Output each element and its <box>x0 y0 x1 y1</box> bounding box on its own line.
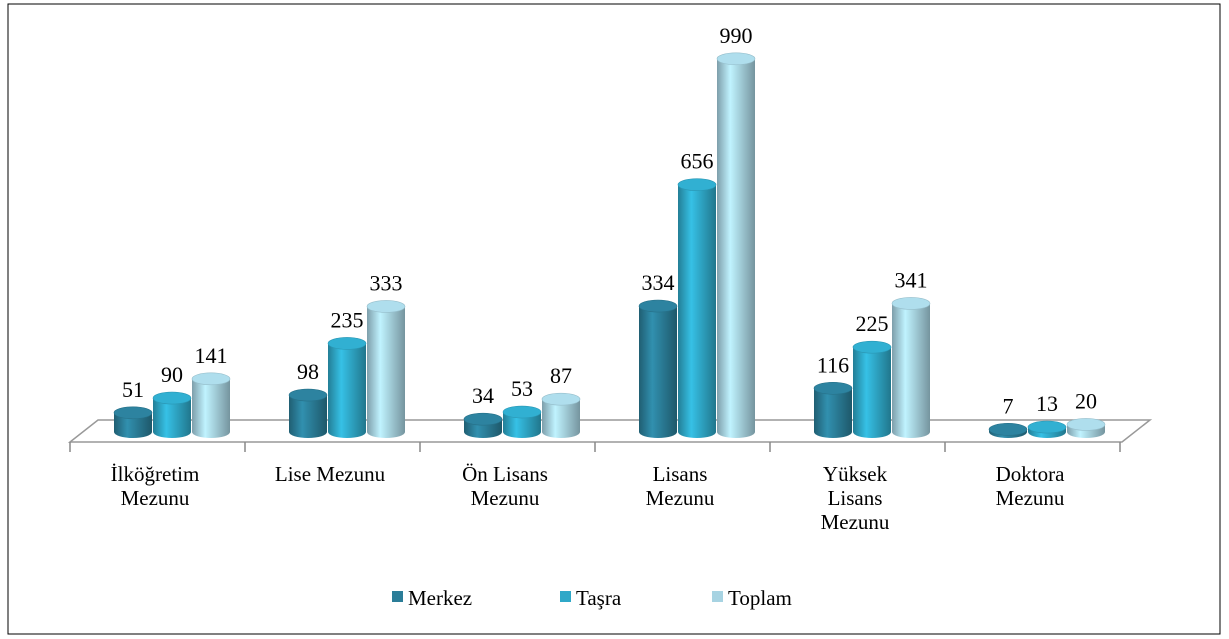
data-label: 333 <box>370 270 403 295</box>
bar-top <box>113 406 153 420</box>
bar-top <box>813 381 853 395</box>
x-tick-label: Yüksek Lisans Mezunu <box>820 462 890 534</box>
bar-top <box>1066 418 1106 431</box>
bar-body <box>717 58 755 439</box>
data-label: 51 <box>122 377 144 402</box>
bar-top <box>463 412 503 426</box>
legend-swatch <box>392 591 403 602</box>
bar-body <box>814 388 852 438</box>
data-label: 90 <box>161 362 183 387</box>
bar-top <box>541 392 581 406</box>
bar-body <box>114 412 152 438</box>
bar <box>891 297 931 438</box>
bar-body <box>289 395 327 438</box>
bar <box>288 388 328 438</box>
bar-top <box>891 297 931 310</box>
bar-top <box>191 372 231 386</box>
bar-body <box>542 399 580 438</box>
bar-top <box>327 337 367 350</box>
legend-swatch <box>560 591 571 602</box>
bar-body <box>639 306 677 438</box>
bar-top <box>288 388 328 402</box>
bar-body <box>328 343 366 438</box>
bar-body <box>853 347 891 438</box>
bar <box>502 405 542 438</box>
data-label: 98 <box>297 359 319 384</box>
bar <box>1027 420 1067 438</box>
data-label: 116 <box>817 352 849 377</box>
bar-top <box>716 52 756 66</box>
bar-top <box>988 423 1028 436</box>
bar-body <box>153 398 191 438</box>
chart-border <box>7 3 1221 635</box>
axis-ticks <box>69 442 1121 452</box>
data-label: 225 <box>856 311 889 336</box>
bar <box>191 372 231 438</box>
bar-top <box>677 178 717 191</box>
bar <box>813 381 853 438</box>
data-label: 235 <box>331 307 364 332</box>
bar-top <box>1027 420 1067 434</box>
data-label: 990 <box>720 23 753 48</box>
bar <box>677 178 717 438</box>
legend-swatch <box>712 591 723 602</box>
data-label: 334 <box>642 270 675 295</box>
data-label: 7 <box>1003 393 1014 418</box>
floor <box>67 419 1153 443</box>
data-label: 53 <box>511 376 533 401</box>
data-label: 87 <box>550 363 572 388</box>
x-tick-label: Lise Mezunu <box>274 462 386 486</box>
bar-body <box>192 378 230 438</box>
bar-body <box>892 303 930 438</box>
bar <box>327 337 367 438</box>
bar-body <box>503 412 541 438</box>
bar-top <box>152 391 192 405</box>
bar <box>716 52 756 439</box>
bar-top <box>502 405 542 419</box>
bar <box>366 300 406 438</box>
bar <box>852 340 892 438</box>
x-tick-label: Lisans Mezunu <box>645 462 715 510</box>
data-label: 20 <box>1075 388 1097 413</box>
data-label: 341 <box>895 267 928 292</box>
bar <box>113 406 153 438</box>
bar <box>463 412 503 438</box>
bar <box>988 423 1028 438</box>
x-tick-label: Ön Lisans Mezunu <box>462 462 548 510</box>
bar-body <box>678 184 716 438</box>
legend-label: Toplam <box>728 586 792 610</box>
bar-body <box>367 306 405 438</box>
x-tick-label: Doktora Mezunu <box>995 462 1065 510</box>
x-tick-label: İlköğretim Mezunu <box>110 462 200 510</box>
bar <box>638 299 678 438</box>
bar <box>541 392 581 438</box>
data-label: 13 <box>1036 391 1058 416</box>
data-label: 34 <box>472 383 494 408</box>
data-label: 656 <box>681 149 714 174</box>
legend-label: Taşra <box>576 586 622 610</box>
bar-top <box>638 299 678 313</box>
bar <box>1066 418 1106 438</box>
data-label: 141 <box>195 343 228 368</box>
legend-label: Merkez <box>408 586 472 610</box>
bar <box>152 391 192 438</box>
bar-top <box>852 340 892 354</box>
bar-top <box>366 300 406 313</box>
